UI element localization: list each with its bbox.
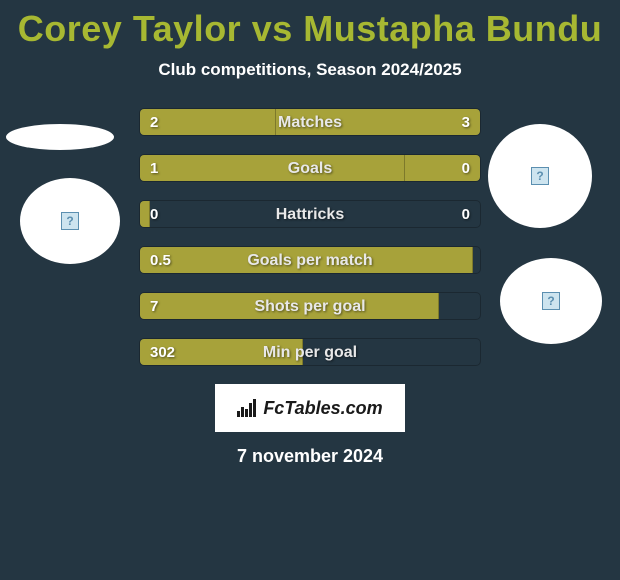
stat-label: Goals: [140, 155, 480, 181]
stat-row: 23Matches: [139, 108, 481, 136]
image-placeholder-icon: ?: [531, 167, 549, 185]
stat-row: 00Hattricks: [139, 200, 481, 228]
stat-label: Min per goal: [140, 339, 480, 365]
player-right-image-1: ?: [488, 124, 592, 228]
stat-row: 10Goals: [139, 154, 481, 182]
stat-row: 0.5Goals per match: [139, 246, 481, 274]
player-left-image: ?: [20, 178, 120, 264]
logo-chart-icon: [237, 399, 259, 417]
stat-label: Shots per goal: [140, 293, 480, 319]
logo-text: FcTables.com: [263, 398, 382, 419]
stat-label: Hattricks: [140, 201, 480, 227]
page-title: Corey Taylor vs Mustapha Bundu: [0, 0, 620, 50]
image-placeholder-icon: ?: [542, 292, 560, 310]
player-right-image-2: ?: [500, 258, 602, 344]
stat-label: Goals per match: [140, 247, 480, 273]
decorative-ellipse: [6, 124, 114, 150]
comparison-bars: 23Matches 10Goals 00Hattricks 0.5Goals per …: [139, 108, 481, 366]
stat-row: 7Shots per goal: [139, 292, 481, 320]
subtitle: Club competitions, Season 2024/2025: [0, 60, 620, 80]
stat-label: Matches: [140, 109, 480, 135]
image-placeholder-icon: ?: [61, 212, 79, 230]
stat-row: 302Min per goal: [139, 338, 481, 366]
fctables-logo: FcTables.com: [215, 384, 405, 432]
date-text: 7 november 2024: [0, 446, 620, 467]
